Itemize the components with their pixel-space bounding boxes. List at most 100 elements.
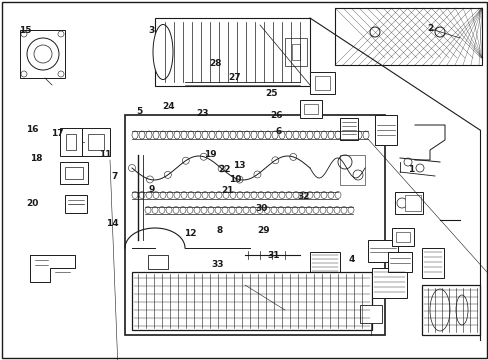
Text: 1: 1	[407, 165, 413, 174]
Ellipse shape	[174, 192, 180, 198]
Ellipse shape	[132, 131, 138, 139]
Ellipse shape	[292, 192, 298, 198]
Ellipse shape	[187, 192, 194, 198]
Ellipse shape	[181, 131, 186, 139]
Bar	[60, 162, 88, 184]
Ellipse shape	[223, 192, 228, 198]
Ellipse shape	[208, 131, 215, 139]
Bar	[394, 192, 422, 214]
Text: 6: 6	[275, 127, 281, 136]
Circle shape	[403, 158, 411, 166]
Ellipse shape	[160, 192, 165, 198]
Circle shape	[352, 170, 362, 180]
Bar	[65, 195, 87, 213]
Ellipse shape	[195, 192, 201, 198]
Circle shape	[396, 198, 406, 208]
Text: 9: 9	[148, 184, 155, 194]
Circle shape	[182, 157, 189, 164]
Ellipse shape	[228, 207, 235, 213]
Text: 5: 5	[136, 107, 142, 116]
Ellipse shape	[187, 131, 194, 139]
Bar	[371, 268, 406, 298]
Ellipse shape	[362, 131, 368, 139]
Ellipse shape	[202, 131, 207, 139]
Ellipse shape	[153, 131, 159, 139]
Ellipse shape	[194, 207, 200, 213]
Ellipse shape	[327, 131, 333, 139]
Ellipse shape	[159, 207, 164, 213]
Ellipse shape	[291, 207, 297, 213]
Text: 2: 2	[427, 24, 432, 33]
Text: 29: 29	[257, 226, 270, 235]
Ellipse shape	[216, 131, 222, 139]
Ellipse shape	[244, 131, 249, 139]
Text: 13: 13	[233, 161, 245, 170]
Text: 4: 4	[348, 255, 355, 264]
Circle shape	[289, 153, 296, 161]
Text: 19: 19	[203, 150, 216, 159]
Bar	[391, 228, 413, 246]
Ellipse shape	[340, 207, 346, 213]
Ellipse shape	[320, 192, 326, 198]
Ellipse shape	[165, 207, 172, 213]
Ellipse shape	[327, 192, 333, 198]
Ellipse shape	[153, 192, 159, 198]
Bar	[82, 128, 110, 156]
Circle shape	[369, 27, 379, 37]
Ellipse shape	[216, 192, 222, 198]
Ellipse shape	[264, 207, 269, 213]
Ellipse shape	[223, 131, 228, 139]
Bar	[421, 285, 479, 335]
Bar	[395, 232, 409, 242]
Ellipse shape	[173, 207, 179, 213]
Polygon shape	[334, 8, 481, 65]
Ellipse shape	[334, 192, 340, 198]
Ellipse shape	[229, 192, 236, 198]
Text: 32: 32	[296, 192, 309, 201]
Bar	[132, 272, 371, 330]
Ellipse shape	[202, 192, 207, 198]
Ellipse shape	[152, 207, 158, 213]
Ellipse shape	[236, 207, 242, 213]
Ellipse shape	[139, 192, 145, 198]
Text: 28: 28	[208, 58, 221, 68]
Circle shape	[236, 176, 243, 183]
Circle shape	[58, 31, 64, 37]
Ellipse shape	[270, 207, 276, 213]
Text: 7: 7	[111, 172, 118, 181]
Ellipse shape	[180, 207, 185, 213]
Text: 22: 22	[218, 165, 231, 174]
Ellipse shape	[257, 207, 263, 213]
Bar	[285, 38, 306, 66]
Text: 20: 20	[26, 199, 39, 208]
Bar	[404, 195, 420, 211]
Bar	[125, 115, 384, 335]
Ellipse shape	[285, 207, 290, 213]
Ellipse shape	[167, 192, 173, 198]
Circle shape	[218, 165, 224, 172]
Text: 3: 3	[148, 26, 154, 35]
Ellipse shape	[278, 207, 284, 213]
Ellipse shape	[249, 207, 256, 213]
Circle shape	[21, 31, 27, 37]
Circle shape	[21, 71, 27, 77]
Bar	[374, 115, 396, 145]
Ellipse shape	[186, 207, 193, 213]
Ellipse shape	[153, 24, 173, 80]
Ellipse shape	[201, 207, 206, 213]
Circle shape	[253, 171, 261, 178]
Ellipse shape	[207, 207, 214, 213]
Ellipse shape	[355, 131, 361, 139]
Text: 15: 15	[19, 26, 32, 35]
Ellipse shape	[312, 207, 318, 213]
Ellipse shape	[237, 131, 243, 139]
Bar	[155, 18, 309, 86]
Ellipse shape	[313, 131, 319, 139]
Circle shape	[337, 155, 351, 169]
Ellipse shape	[313, 192, 319, 198]
Ellipse shape	[305, 207, 311, 213]
Ellipse shape	[320, 131, 326, 139]
Text: 31: 31	[267, 251, 280, 260]
Ellipse shape	[264, 192, 270, 198]
Bar	[66, 134, 76, 150]
